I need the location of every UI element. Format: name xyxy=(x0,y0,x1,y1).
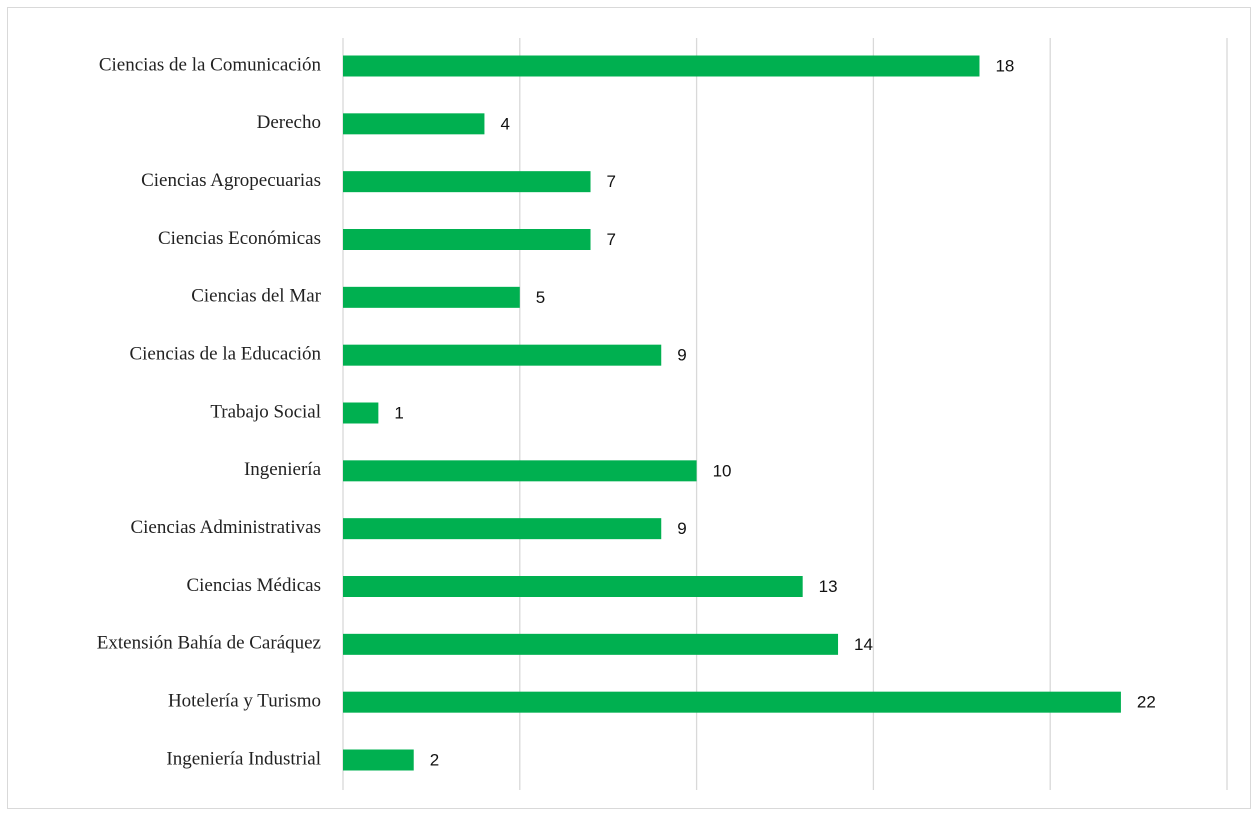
data-label: 1 xyxy=(394,403,403,422)
bar xyxy=(343,55,980,77)
y-tick-label: Ciencias de la Educación xyxy=(129,344,321,365)
bar xyxy=(343,460,697,482)
data-label: 2 xyxy=(430,750,439,769)
data-label: 9 xyxy=(677,519,686,538)
y-tick-label: Ingeniería Industrial xyxy=(166,748,321,769)
data-label: 10 xyxy=(713,461,732,480)
y-tick-label: Ciencias Administrativas xyxy=(130,517,321,538)
bar xyxy=(343,171,591,193)
data-label: 14 xyxy=(854,635,873,654)
y-tick-label: Ciencias Económicas xyxy=(158,228,321,249)
data-label: 13 xyxy=(819,577,838,596)
bar xyxy=(343,691,1121,713)
bar xyxy=(343,344,662,366)
y-tick-label: Ingeniería xyxy=(244,459,322,480)
y-tick-label: Ciencias Médicas xyxy=(186,575,321,596)
bar xyxy=(343,286,520,308)
y-tick-label: Derecho xyxy=(257,112,321,133)
chart-border xyxy=(7,7,1251,809)
data-label: 7 xyxy=(607,230,616,249)
y-tick-label: Ciencias Agropecuarias xyxy=(141,170,321,191)
data-label: 5 xyxy=(536,288,545,307)
data-label: 18 xyxy=(995,56,1014,75)
y-tick-label: Ciencias del Mar xyxy=(191,286,321,307)
data-label: 9 xyxy=(677,346,686,365)
y-tick-label: Ciencias de la Comunicación xyxy=(99,54,322,75)
data-label: 7 xyxy=(607,172,616,191)
y-tick-label: Trabajo Social xyxy=(210,401,321,422)
bar xyxy=(343,402,379,424)
y-tick-label: Hotelería y Turismo xyxy=(168,691,321,712)
y-tick-label: Extensión Bahía de Caráquez xyxy=(97,633,321,654)
data-label: 4 xyxy=(500,114,509,133)
bar xyxy=(343,113,485,135)
data-label: 22 xyxy=(1137,693,1156,712)
bar xyxy=(343,576,803,597)
bar xyxy=(343,518,662,540)
bar xyxy=(343,229,591,250)
bar xyxy=(343,749,414,771)
bar xyxy=(343,633,839,655)
